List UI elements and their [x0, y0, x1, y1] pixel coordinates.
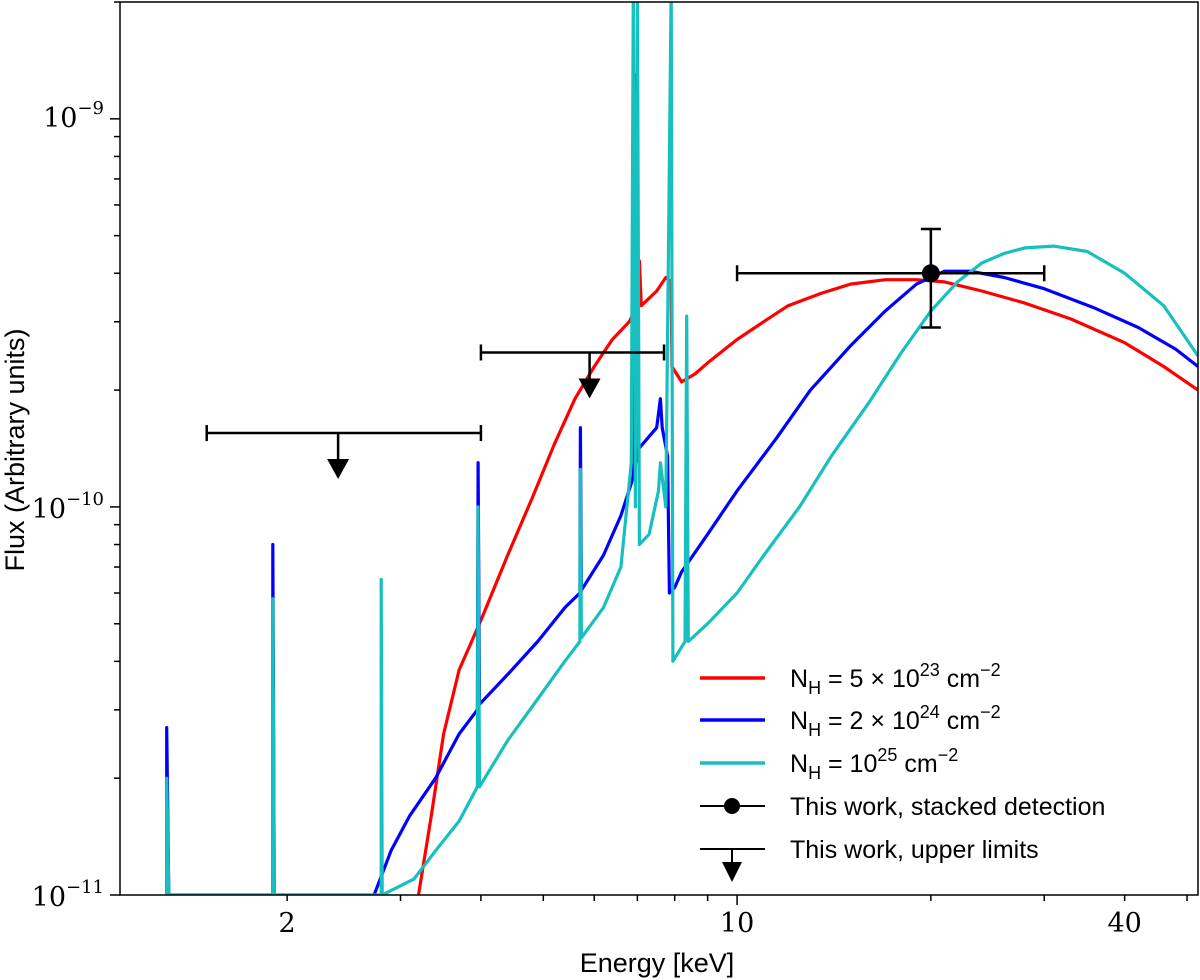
legend-label-detection: This work, stacked detection — [790, 793, 1105, 821]
y-tick-label-1e-11: 10−11 — [32, 877, 104, 913]
legend-swatch-detection — [700, 798, 765, 814]
plot-frame — [119, 1, 1199, 896]
measurements — [205, 227, 1046, 480]
upper-limit-2 — [479, 344, 666, 399]
series-line-nh-2e24 — [165, 73, 1198, 895]
y-tick-label-1e-9: 10−9 — [43, 98, 104, 134]
detection-point — [735, 227, 1046, 329]
legend-label-nh-1e25: NH = 1025 cm−2 — [790, 745, 958, 783]
legend-label-upper-limits: This work, upper limits — [790, 836, 1039, 864]
legend: NH = 5 × 1023 cm−2 NH = 2 × 1024 cm−2 NH… — [700, 660, 1105, 882]
spectral-models — [165, 2, 1198, 895]
legend-swatch-upper-limits — [700, 848, 765, 882]
x-tick-label-40: 40 — [1107, 908, 1141, 939]
axis-ticks — [110, 1, 1188, 905]
upper-limit-1 — [205, 425, 483, 480]
x-axis-label: Energy [keV] — [580, 948, 735, 978]
y-tick-label-1e-10: 10−10 — [32, 489, 104, 525]
y-axis-label: Flux (Arbitrary units) — [0, 328, 30, 571]
series-line-nh-1e25 — [165, 2, 1198, 895]
x-tick-label-2: 2 — [279, 908, 296, 939]
legend-label-nh-5e23: NH = 5 × 1023 cm−2 — [790, 660, 1001, 698]
legend-label-nh-2e24: NH = 2 × 1024 cm−2 — [790, 702, 1001, 740]
x-tick-label-10: 10 — [720, 908, 754, 939]
